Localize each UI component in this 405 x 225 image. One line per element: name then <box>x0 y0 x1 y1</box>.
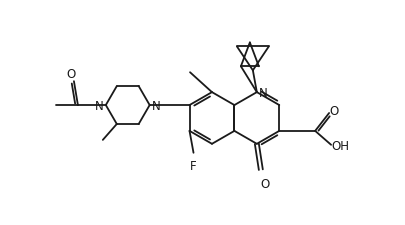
Text: O: O <box>260 178 269 191</box>
Text: F: F <box>190 160 197 173</box>
Text: O: O <box>66 68 76 81</box>
Text: N: N <box>151 99 160 112</box>
Text: OH: OH <box>331 140 349 153</box>
Text: O: O <box>330 104 339 117</box>
Text: N: N <box>95 99 104 112</box>
Text: N: N <box>258 87 267 100</box>
